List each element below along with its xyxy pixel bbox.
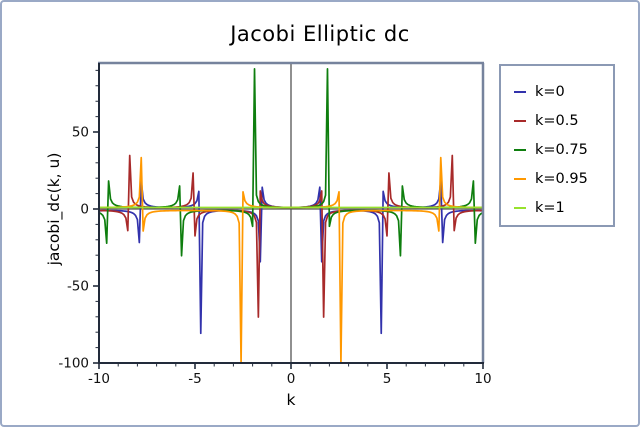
legend-entry-label: k=0.5 <box>535 112 579 129</box>
x-tick-label: -5 <box>188 371 201 387</box>
legend-swatch-line <box>514 177 526 180</box>
y-tick-label: 0 <box>80 201 89 217</box>
x-tick-label: 5 <box>383 371 392 387</box>
legend-entry-label: k=0.95 <box>535 170 588 187</box>
x-axis-label: k <box>286 391 296 409</box>
chart-title: Jacobi Elliptic dc <box>230 22 410 46</box>
legend-swatch-line <box>514 206 526 209</box>
x-tick-label: 0 <box>287 371 296 387</box>
legend-entry: k=0.5 <box>514 106 613 135</box>
legend-entry: k=1 <box>514 193 613 222</box>
y-axis-label: jacobi_dc(k, u) <box>45 152 63 266</box>
y-tick-label: -50 <box>67 278 89 294</box>
legend-entry-label: k=0 <box>535 83 565 100</box>
legend-entry: k=0.75 <box>514 135 613 164</box>
x-tick-label: 10 <box>474 371 491 387</box>
legend-entry-label: k=1 <box>535 199 565 216</box>
legend-swatch-line <box>514 90 526 93</box>
legend-entry-label: k=0.75 <box>535 141 588 158</box>
legend-entries: k=0 k=0.5 k=0.75 k=0.95 k=1 <box>501 66 613 222</box>
curves-group <box>99 68 483 363</box>
origin-axes <box>99 63 483 363</box>
legend-swatch-line <box>514 119 526 122</box>
legend-entry: k=0.95 <box>514 164 613 193</box>
y-tick-label: 50 <box>72 124 89 140</box>
legend-entry: k=0 <box>514 77 613 106</box>
legend: k=0 k=0.5 k=0.75 k=0.95 k=1 <box>499 64 615 227</box>
x-tick-label: -10 <box>88 371 110 387</box>
legend-swatch-line <box>514 148 526 151</box>
y-tick-label: -100 <box>58 356 89 372</box>
